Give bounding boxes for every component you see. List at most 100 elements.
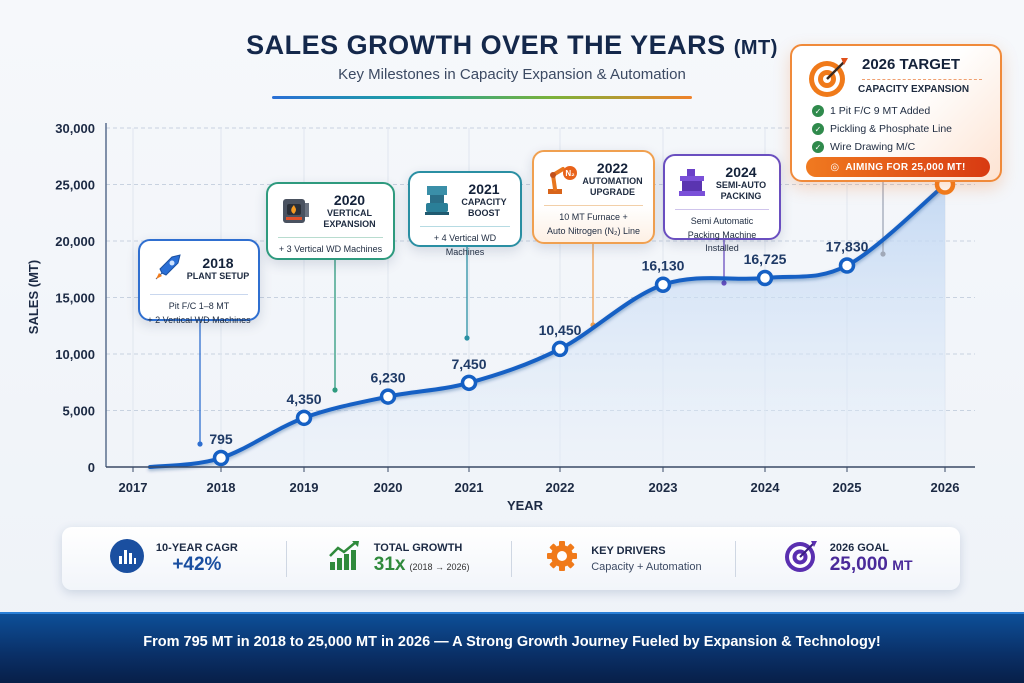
milestone-year: 2020 xyxy=(333,192,366,209)
footer-text: From 795 MT in 2018 to 25,000 MT in 2026… xyxy=(143,634,881,650)
stat-label: TOTAL GROWTH xyxy=(373,541,463,554)
target-items: ✓ 1 Pit F/C 9 MT Added ✓ Pickling & Phosph… xyxy=(812,102,952,156)
data-label: 4,350 xyxy=(286,391,321,407)
stat-2026-goal: 2026 GOAL 25,000 MT xyxy=(735,539,960,578)
stat-text: Capacity + Automation xyxy=(591,560,702,573)
stat-label: KEY DRIVERS xyxy=(591,544,666,557)
stat-note: (2018 → 2026) xyxy=(409,561,470,572)
y-tick-label: 10,000 xyxy=(55,347,95,362)
target-small-icon: ◎ xyxy=(830,161,840,173)
data-point xyxy=(379,388,397,405)
target-title: 2026 TARGET xyxy=(862,56,961,73)
target-cta-button[interactable]: ◎ AIMING FOR 25,000 MT! xyxy=(806,157,990,177)
data-label: 17,830 xyxy=(826,239,869,255)
milestone-desc-line2: Packing Machine Installed xyxy=(687,229,757,254)
data-label: 795 xyxy=(209,431,233,447)
data-point xyxy=(551,340,569,358)
milestone-desc-line1: 10 MT Furnace + xyxy=(559,212,628,222)
milestone-year: 2018 xyxy=(202,254,234,271)
robot-arm-icon: N₂ xyxy=(542,160,580,198)
bar-chart-icon xyxy=(109,539,144,578)
target-item: ✓ Pickling & Phosphate Line xyxy=(812,120,952,138)
check-icon: ✓ xyxy=(812,105,824,117)
furnace-icon xyxy=(276,192,314,230)
milestone-desc-line1: + 3 Vertical WD Machines xyxy=(278,244,383,254)
growth-chart-icon xyxy=(328,540,362,577)
title-text: SALES GROWTH OVER THE YEARS xyxy=(246,30,726,60)
page-title: SALES GROWTH OVER THE YEARS (MT) xyxy=(0,30,1024,61)
target-item-text: 1 Pit F/C 9 MT Added xyxy=(830,105,931,117)
target-item-text: Pickling & Phosphate Line xyxy=(830,123,952,135)
milestone-title: VERTICAL EXPANSION xyxy=(323,208,376,229)
target-card-2026[interactable]: 2026 TARGET CAPACITY EXPANSION ✓ 1 Pit F/… xyxy=(790,44,1002,182)
target-cta-label: AIMING FOR 25,000 MT! xyxy=(845,161,966,173)
title-underline xyxy=(272,96,692,99)
stat-value: +42% xyxy=(172,553,222,575)
data-label: 16,130 xyxy=(642,258,685,274)
milestone-card-2018[interactable]: 2018 PLANT SETUP Pit F/C 1–8 MT + 2 Vertic… xyxy=(138,239,260,325)
y-tick-label: 5,000 xyxy=(62,404,95,419)
stat-unit: MT xyxy=(892,556,913,573)
x-tick-label: 2026 xyxy=(931,480,960,495)
gear-icon xyxy=(545,539,579,578)
data-point xyxy=(654,276,672,293)
data-label: 10,450 xyxy=(539,322,582,338)
milestone-card-2020[interactable]: 2020 VERTICAL EXPANSION + 3 Vertical WD M… xyxy=(266,182,395,260)
svg-text:N₂: N₂ xyxy=(565,169,575,178)
stat-cagr: 10-YEAR CAGR +42% xyxy=(62,527,286,590)
milestone-card-2024[interactable]: 2024 SEMI-AUTO PACKING Semi Automatic Pack… xyxy=(663,154,781,253)
milestone-desc-line1: Semi Automatic xyxy=(690,216,754,226)
data-label: 7,450 xyxy=(451,356,486,372)
milestone-year: 2022 xyxy=(596,160,629,177)
stats-bar: 10-YEAR CAGR +42% TOTAL GROWTH 31x (2018 … xyxy=(62,527,960,590)
y-tick-label: 15,000 xyxy=(55,291,95,306)
machine-icon xyxy=(418,181,456,219)
x-tick-label: 2024 xyxy=(751,480,781,495)
data-label: 16,725 xyxy=(744,251,787,267)
target-item-text: Wire Drawing M/C xyxy=(830,141,916,153)
connector-dot xyxy=(880,251,886,257)
data-point xyxy=(460,374,478,392)
footer-banner: From 795 MT in 2018 to 25,000 MT in 2026… xyxy=(0,612,1024,683)
milestone-card-2021[interactable]: 2021 CAPACITY BOOST + 4 Vertical WD Machi… xyxy=(408,171,522,257)
y-tick-label: 20,000 xyxy=(55,234,95,249)
milestone-desc-line1: + 4 Vertical WD Machines xyxy=(433,233,497,257)
x-tick-label: 2018 xyxy=(207,480,236,495)
rocket-icon xyxy=(148,249,186,287)
connector-dot xyxy=(464,335,470,341)
x-tick-label: 2017 xyxy=(119,480,148,495)
milestone-year: 2024 xyxy=(725,164,757,181)
data-point xyxy=(756,269,774,287)
x-tick-label: 2019 xyxy=(290,480,319,495)
milestone-card-2022[interactable]: N₂ 2022 AUTOMATION UPGRADE 10 MT Furnace … xyxy=(532,150,655,244)
milestone-desc-line1: Pit F/C 1–8 MT xyxy=(168,301,230,311)
target-divider xyxy=(862,79,982,80)
connector-dot xyxy=(197,441,203,447)
packing-machine-icon xyxy=(673,164,711,202)
milestone-year: 2021 xyxy=(468,181,500,198)
series-area xyxy=(150,184,945,467)
target-icon xyxy=(806,54,852,105)
stat-key-drivers: KEY DRIVERS Capacity + Automation xyxy=(510,539,736,578)
x-tick-label: 2021 xyxy=(455,480,484,495)
target-icon xyxy=(784,539,818,578)
data-point xyxy=(838,257,856,274)
milestone-title: CAPACITY BOOST xyxy=(461,197,507,218)
milestone-desc-line2: + 2 Vertical WD Machines xyxy=(147,314,251,325)
target-subtitle: CAPACITY EXPANSION xyxy=(858,84,970,95)
connector-dot xyxy=(721,280,727,286)
stat-label: 2026 GOAL xyxy=(829,541,890,554)
check-icon: ✓ xyxy=(812,123,824,135)
title-unit: (MT) xyxy=(733,37,778,59)
x-tick-label: 2025 xyxy=(833,480,862,495)
connector-dot xyxy=(332,387,338,393)
y-tick-label: 30,000 xyxy=(55,121,95,136)
stat-value: 25,000 xyxy=(829,553,888,575)
y-tick-label: 25,000 xyxy=(55,178,95,193)
milestone-desc-line2: Auto Nitrogen (N₂) Line xyxy=(546,225,641,236)
milestone-title: PLANT SETUP xyxy=(186,270,250,281)
x-tick-label: 2022 xyxy=(546,480,575,495)
stat-total-growth: TOTAL GROWTH 31x (2018 → 2026) xyxy=(285,540,511,577)
target-item: ✓ Wire Drawing M/C xyxy=(812,138,952,156)
